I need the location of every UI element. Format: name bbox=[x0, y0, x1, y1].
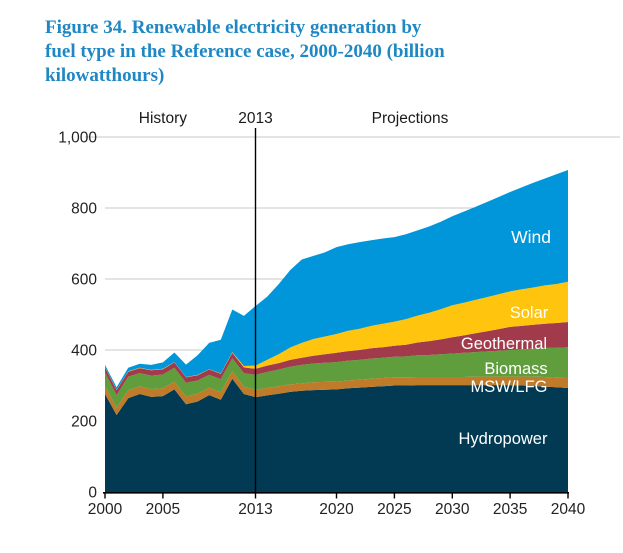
history-label: History bbox=[139, 110, 187, 127]
area-biomass bbox=[105, 347, 568, 408]
area-hydropower bbox=[105, 378, 568, 492]
y-tick-label-0: 0 bbox=[88, 485, 97, 502]
series-label-geothermal: Geothermal bbox=[461, 335, 547, 353]
figure-title: Figure 34. Renewable electricity generat… bbox=[45, 16, 605, 88]
y-tick-label-600: 600 bbox=[71, 272, 97, 289]
area-solar bbox=[105, 281, 568, 391]
y-tick-label-200: 200 bbox=[71, 414, 97, 431]
x-tick-label-2025: 2025 bbox=[377, 501, 411, 518]
x-tick-label-2040: 2040 bbox=[551, 501, 586, 518]
y-tick-label-400: 400 bbox=[71, 343, 97, 360]
y-tick-label-800: 800 bbox=[71, 201, 97, 218]
series-label-solar: Solar bbox=[510, 304, 549, 322]
x-tick-label-2000: 2000 bbox=[88, 501, 123, 518]
x-tick-label-2030: 2030 bbox=[435, 501, 470, 518]
x-tick-label-2020: 2020 bbox=[319, 501, 354, 518]
x-tick-label-2013: 2013 bbox=[238, 501, 272, 518]
y-tick-label-1000: 1,000 bbox=[58, 130, 97, 147]
series-label-hydropower: Hydropower bbox=[459, 430, 548, 448]
divider-year-label: 2013 bbox=[238, 110, 272, 127]
projections-label: Projections bbox=[372, 110, 449, 127]
x-tick-label-2035: 2035 bbox=[493, 501, 527, 518]
area-geothermal bbox=[105, 322, 568, 396]
figure-title-line2: fuel type in the Reference case, 2000-20… bbox=[45, 41, 445, 62]
area-wind bbox=[105, 170, 568, 390]
series-label-biomass: Biomass bbox=[484, 360, 547, 378]
x-tick-label-2005: 2005 bbox=[146, 501, 180, 518]
series-label-msw-lfg: MSW/LFG bbox=[471, 378, 548, 396]
figure-title-line3: kilowatthours) bbox=[45, 65, 165, 86]
figure-title-line1: Figure 34. Renewable electricity generat… bbox=[45, 17, 422, 38]
area-msw-lfg bbox=[105, 371, 568, 415]
series-label-wind: Wind bbox=[511, 227, 551, 247]
